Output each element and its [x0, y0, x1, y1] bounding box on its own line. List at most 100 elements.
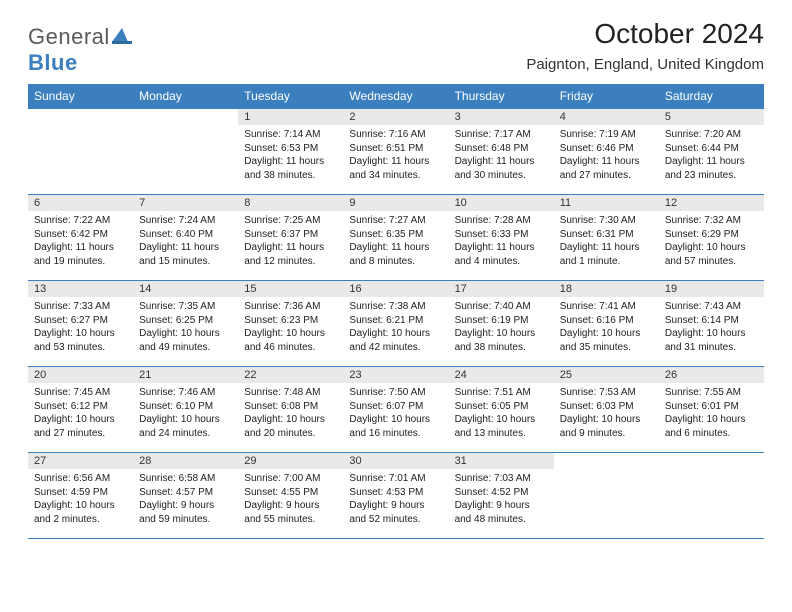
day-content: Sunrise: 7:55 AMSunset: 6:01 PMDaylight:…	[659, 383, 764, 453]
day-content: Sunrise: 7:01 AMSunset: 4:53 PMDaylight:…	[343, 469, 448, 539]
day-number: 29	[238, 453, 343, 470]
content-row: Sunrise: 7:33 AMSunset: 6:27 PMDaylight:…	[28, 297, 764, 367]
sunrise: Sunrise: 7:40 AM	[455, 300, 548, 314]
day-content: Sunrise: 7:38 AMSunset: 6:21 PMDaylight:…	[343, 297, 448, 367]
day-content: Sunrise: 7:33 AMSunset: 6:27 PMDaylight:…	[28, 297, 133, 367]
logo-text: General Blue	[28, 24, 132, 76]
logo-sail-icon	[112, 28, 132, 44]
sunrise: Sunrise: 7:17 AM	[455, 128, 548, 142]
day-number: 5	[659, 109, 764, 126]
daylight: Daylight: 11 hours and 38 minutes.	[244, 155, 337, 182]
sunset: Sunset: 4:53 PM	[349, 486, 442, 500]
sunset: Sunset: 6:51 PM	[349, 142, 442, 156]
day-content: Sunrise: 7:53 AMSunset: 6:03 PMDaylight:…	[554, 383, 659, 453]
logo-blue: Blue	[28, 50, 78, 75]
day-number: 7	[133, 195, 238, 212]
day-number: 4	[554, 109, 659, 126]
daylight: Daylight: 9 hours and 55 minutes.	[244, 499, 337, 526]
day-content	[133, 125, 238, 195]
day-number: 22	[238, 367, 343, 384]
day-content: Sunrise: 7:48 AMSunset: 6:08 PMDaylight:…	[238, 383, 343, 453]
day-number: 12	[659, 195, 764, 212]
sunrise: Sunrise: 7:30 AM	[560, 214, 653, 228]
sunrise: Sunrise: 7:41 AM	[560, 300, 653, 314]
sunset: Sunset: 6:44 PM	[665, 142, 758, 156]
sunset: Sunset: 6:16 PM	[560, 314, 653, 328]
sunrise: Sunrise: 7:27 AM	[349, 214, 442, 228]
daynum-row: 6789101112	[28, 195, 764, 212]
sunset: Sunset: 6:08 PM	[244, 400, 337, 414]
day-number	[554, 453, 659, 470]
day-content: Sunrise: 7:46 AMSunset: 6:10 PMDaylight:…	[133, 383, 238, 453]
day-content: Sunrise: 7:03 AMSunset: 4:52 PMDaylight:…	[449, 469, 554, 539]
content-row: Sunrise: 6:56 AMSunset: 4:59 PMDaylight:…	[28, 469, 764, 539]
day-content: Sunrise: 7:43 AMSunset: 6:14 PMDaylight:…	[659, 297, 764, 367]
day-number: 11	[554, 195, 659, 212]
day-content: Sunrise: 7:25 AMSunset: 6:37 PMDaylight:…	[238, 211, 343, 281]
daylight: Daylight: 10 hours and 49 minutes.	[139, 327, 232, 354]
daylight: Daylight: 10 hours and 46 minutes.	[244, 327, 337, 354]
day-header: Tuesday	[238, 84, 343, 109]
daylight: Daylight: 10 hours and 6 minutes.	[665, 413, 758, 440]
sunrise: Sunrise: 7:19 AM	[560, 128, 653, 142]
day-content: Sunrise: 7:22 AMSunset: 6:42 PMDaylight:…	[28, 211, 133, 281]
daylight: Daylight: 11 hours and 34 minutes.	[349, 155, 442, 182]
sunset: Sunset: 4:59 PM	[34, 486, 127, 500]
sunrise: Sunrise: 7:28 AM	[455, 214, 548, 228]
daylight: Daylight: 10 hours and 27 minutes.	[34, 413, 127, 440]
sunset: Sunset: 6:21 PM	[349, 314, 442, 328]
daylight: Daylight: 9 hours and 48 minutes.	[455, 499, 548, 526]
sunset: Sunset: 6:14 PM	[665, 314, 758, 328]
day-content: Sunrise: 7:50 AMSunset: 6:07 PMDaylight:…	[343, 383, 448, 453]
sunset: Sunset: 6:12 PM	[34, 400, 127, 414]
daylight: Daylight: 10 hours and 42 minutes.	[349, 327, 442, 354]
sunset: Sunset: 6:03 PM	[560, 400, 653, 414]
day-content: Sunrise: 7:40 AMSunset: 6:19 PMDaylight:…	[449, 297, 554, 367]
daylight: Daylight: 10 hours and 16 minutes.	[349, 413, 442, 440]
day-content: Sunrise: 7:28 AMSunset: 6:33 PMDaylight:…	[449, 211, 554, 281]
sunrise: Sunrise: 7:22 AM	[34, 214, 127, 228]
daylight: Daylight: 11 hours and 27 minutes.	[560, 155, 653, 182]
sunrise: Sunrise: 7:35 AM	[139, 300, 232, 314]
sunset: Sunset: 6:53 PM	[244, 142, 337, 156]
day-content: Sunrise: 7:32 AMSunset: 6:29 PMDaylight:…	[659, 211, 764, 281]
header: General Blue October 2024 Paignton, Engl…	[28, 18, 764, 76]
sunset: Sunset: 6:07 PM	[349, 400, 442, 414]
day-number: 10	[449, 195, 554, 212]
sunrise: Sunrise: 7:32 AM	[665, 214, 758, 228]
day-number: 26	[659, 367, 764, 384]
day-header: Wednesday	[343, 84, 448, 109]
day-header-row: SundayMondayTuesdayWednesdayThursdayFrid…	[28, 84, 764, 109]
sunset: Sunset: 4:57 PM	[139, 486, 232, 500]
daylight: Daylight: 11 hours and 4 minutes.	[455, 241, 548, 268]
day-number: 2	[343, 109, 448, 126]
title-block: October 2024 Paignton, England, United K…	[526, 18, 764, 73]
daylight: Daylight: 11 hours and 30 minutes.	[455, 155, 548, 182]
sunset: Sunset: 6:46 PM	[560, 142, 653, 156]
sunrise: Sunrise: 7:14 AM	[244, 128, 337, 142]
day-number: 19	[659, 281, 764, 298]
daylight: Daylight: 10 hours and 20 minutes.	[244, 413, 337, 440]
day-content: Sunrise: 7:17 AMSunset: 6:48 PMDaylight:…	[449, 125, 554, 195]
daylight: Daylight: 9 hours and 52 minutes.	[349, 499, 442, 526]
day-number: 16	[343, 281, 448, 298]
sunrise: Sunrise: 7:55 AM	[665, 386, 758, 400]
sunset: Sunset: 6:25 PM	[139, 314, 232, 328]
daynum-row: 13141516171819	[28, 281, 764, 298]
day-content: Sunrise: 7:51 AMSunset: 6:05 PMDaylight:…	[449, 383, 554, 453]
daylight: Daylight: 10 hours and 2 minutes.	[34, 499, 127, 526]
day-content: Sunrise: 7:19 AMSunset: 6:46 PMDaylight:…	[554, 125, 659, 195]
day-number: 9	[343, 195, 448, 212]
sunrise: Sunrise: 7:51 AM	[455, 386, 548, 400]
day-number: 28	[133, 453, 238, 470]
daylight: Daylight: 11 hours and 15 minutes.	[139, 241, 232, 268]
daylight: Daylight: 10 hours and 57 minutes.	[665, 241, 758, 268]
day-number: 14	[133, 281, 238, 298]
day-number: 24	[449, 367, 554, 384]
daylight: Daylight: 10 hours and 53 minutes.	[34, 327, 127, 354]
day-number: 17	[449, 281, 554, 298]
sunrise: Sunrise: 7:33 AM	[34, 300, 127, 314]
sunrise: Sunrise: 7:53 AM	[560, 386, 653, 400]
sunset: Sunset: 6:42 PM	[34, 228, 127, 242]
day-number	[659, 453, 764, 470]
